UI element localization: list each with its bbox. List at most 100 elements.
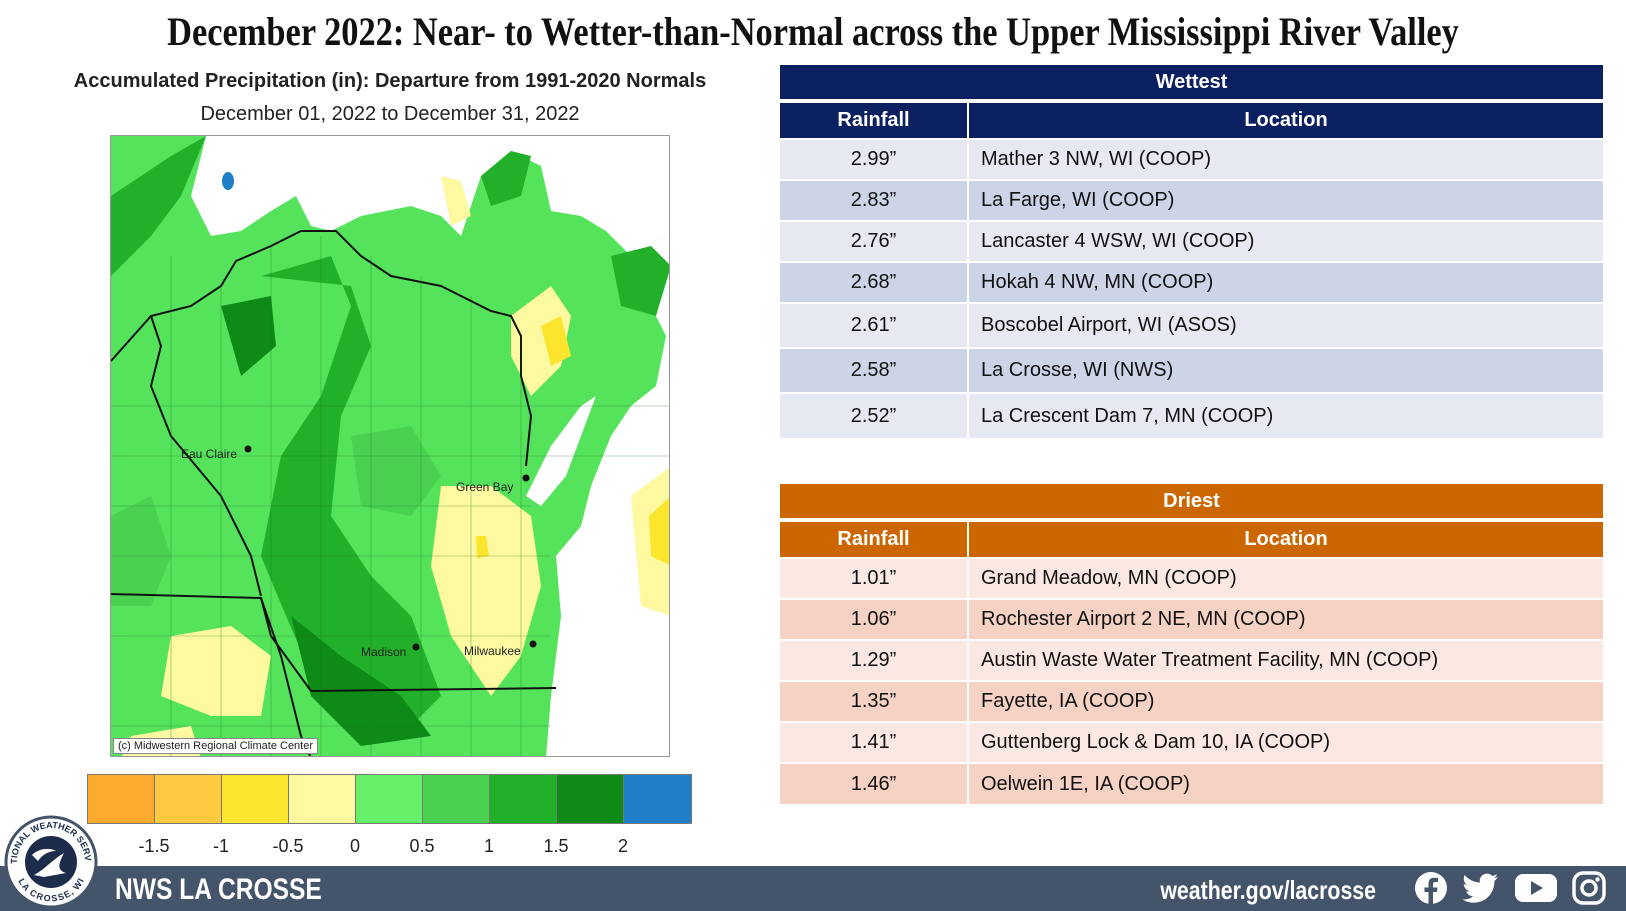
location-name: La Farge, WI (COOP) [968, 179, 1603, 221]
wet-zone [351, 426, 441, 516]
youtube-icon[interactable] [1514, 871, 1558, 905]
location-name: Mather 3 NW, WI (COOP) [968, 138, 1603, 180]
wettest-col-location: Location [968, 99, 1603, 139]
website-link[interactable]: weather.gov/lacrosse [1160, 875, 1376, 905]
driest-col-location: Location [968, 518, 1603, 558]
legend-swatch [490, 775, 557, 823]
table-row: 1.46” Oelwein 1E, IA (COOP) [780, 762, 1603, 804]
drier-zone [476, 536, 489, 558]
location-name: Grand Meadow, MN (COOP) [968, 557, 1603, 599]
wettest-col-rainfall: Rainfall [780, 99, 969, 139]
table-row: 1.29” Austin Waste Water Treatment Facili… [780, 639, 1603, 681]
legend-tick-label: 1.5 [543, 836, 569, 856]
drier-zone [649, 497, 669, 565]
wet-zone [111, 136, 206, 276]
lake-michigan [546, 232, 669, 756]
city-label-eau-claire: Eau Claire [181, 447, 237, 461]
city-dot-madison [412, 643, 420, 651]
legend-swatch [88, 775, 155, 823]
table-row: 2.83” La Farge, WI (COOP) [780, 179, 1603, 221]
city-label-milwaukee: Milwaukee [464, 644, 521, 658]
twitter-icon[interactable] [1462, 871, 1500, 905]
driest-table: Driest Rainfall Location 1.01” Grand Mead… [780, 484, 1603, 804]
wetter-zone [221, 296, 276, 376]
location-name: La Crosse, WI (NWS) [968, 347, 1603, 393]
city-label-madison: Madison [361, 645, 406, 659]
legend-tick-label: -0.5 [272, 836, 304, 856]
table-row: 2.99” Mather 3 NW, WI (COOP) [780, 138, 1603, 180]
rainfall-value: 2.68” [780, 261, 969, 303]
table-row: 2.58” La Crosse, WI (NWS) [780, 347, 1603, 393]
color-legend [87, 774, 692, 824]
map-date-range: December 01, 2022 to December 31, 2022 [200, 103, 580, 125]
table-row: 1.01” Grand Meadow, MN (COOP) [780, 557, 1603, 599]
dry-zone [441, 176, 471, 226]
legend-swatch [222, 775, 289, 823]
rainfall-value: 1.01” [780, 557, 969, 599]
table-row: 2.52” La Crescent Dam 7, MN (COOP) [780, 392, 1603, 438]
legend-tick-labels: -1.5 -1 -0.5 0 0.5 1 1.5 2 [87, 836, 690, 856]
legend-tick-label: -1.5 [138, 836, 170, 856]
legend-swatch [557, 775, 624, 823]
rainfall-value: 1.41” [780, 721, 969, 763]
table-row: 2.61” Boscobel Airport, WI (ASOS) [780, 302, 1603, 348]
location-name: Boscobel Airport, WI (ASOS) [968, 302, 1603, 348]
green-bay [526, 396, 596, 506]
location-name: Rochester Airport 2 NE, MN (COOP) [968, 598, 1603, 640]
state-border [310, 687, 557, 692]
table-row: 2.68” Hokah 4 NW, MN (COOP) [780, 261, 1603, 303]
wet-zone [611, 246, 669, 316]
rainfall-value: 1.06” [780, 598, 969, 640]
legend-tick-label: 0.5 [409, 836, 435, 856]
legend-tick-label: 0 [349, 836, 361, 856]
wettest-title: Wettest [780, 65, 1603, 101]
county-lines [111, 236, 669, 756]
wet-zone [481, 151, 531, 206]
rainfall-value: 1.29” [780, 639, 969, 681]
city-dot-milwaukee [529, 640, 537, 648]
social-links [1414, 871, 1606, 905]
rainfall-value: 2.83” [780, 179, 969, 221]
rainfall-value: 2.76” [780, 220, 969, 262]
rainfall-value: 2.52” [780, 392, 969, 438]
wetter-zone [291, 616, 431, 746]
legend-swatch [423, 775, 490, 823]
city-dot-eau-claire [244, 445, 252, 453]
location-name: Austin Waste Water Treatment Facility, M… [968, 639, 1603, 681]
location-name: Fayette, IA (COOP) [968, 680, 1603, 722]
nws-logo: NATIONAL WEATHER SERVICE LA CROSSE, WI [4, 815, 98, 909]
instagram-icon[interactable] [1572, 871, 1606, 905]
table-row: 1.41” Guttenberg Lock & Dam 10, IA (COOP) [780, 721, 1603, 763]
headline: December 2022: Near- to Wetter-than-Norm… [167, 9, 1459, 54]
legend-tick-label: 1 [483, 836, 495, 856]
office-name: NWS LA CROSSE [115, 873, 322, 906]
rainfall-value: 1.35” [780, 680, 969, 722]
location-name: Hokah 4 NW, MN (COOP) [968, 261, 1603, 303]
rainfall-value: 2.61” [780, 302, 969, 348]
rainfall-value: 2.58” [780, 347, 969, 393]
location-name: Lancaster 4 WSW, WI (COOP) [968, 220, 1603, 262]
city-label-green-bay: Green Bay [456, 480, 513, 494]
legend-swatch [155, 775, 222, 823]
rainfall-value: 2.99” [780, 138, 969, 180]
location-name: Oelwein 1E, IA (COOP) [968, 762, 1603, 804]
table-row: 2.76” Lancaster 4 WSW, WI (COOP) [780, 220, 1603, 262]
legend-swatch [624, 775, 691, 823]
facebook-icon[interactable] [1414, 871, 1448, 905]
dry-zone [511, 286, 571, 396]
dry-zone [161, 626, 271, 716]
map-canvas: Eau Claire Green Bay Madison Milwaukee [111, 136, 669, 756]
driest-title: Driest [780, 484, 1603, 520]
legend-swatch [289, 775, 356, 823]
location-name: Guttenberg Lock & Dam 10, IA (COOP) [968, 721, 1603, 763]
map-title: Accumulated Precipitation (in): Departur… [73, 70, 707, 92]
city-dot-green-bay [522, 474, 530, 482]
dry-zone [631, 467, 669, 616]
legend-tick-label: 2 [617, 836, 629, 856]
lake-superior [191, 136, 669, 256]
precipitation-departure-map: Eau Claire Green Bay Madison Milwaukee (… [110, 135, 670, 757]
location-name: La Crescent Dam 7, MN (COOP) [968, 392, 1603, 438]
rainfall-value: 1.46” [780, 762, 969, 804]
very-wet-spot [222, 172, 234, 190]
wettest-table: Wettest Rainfall Location 2.99” Mather 3 … [780, 65, 1603, 438]
